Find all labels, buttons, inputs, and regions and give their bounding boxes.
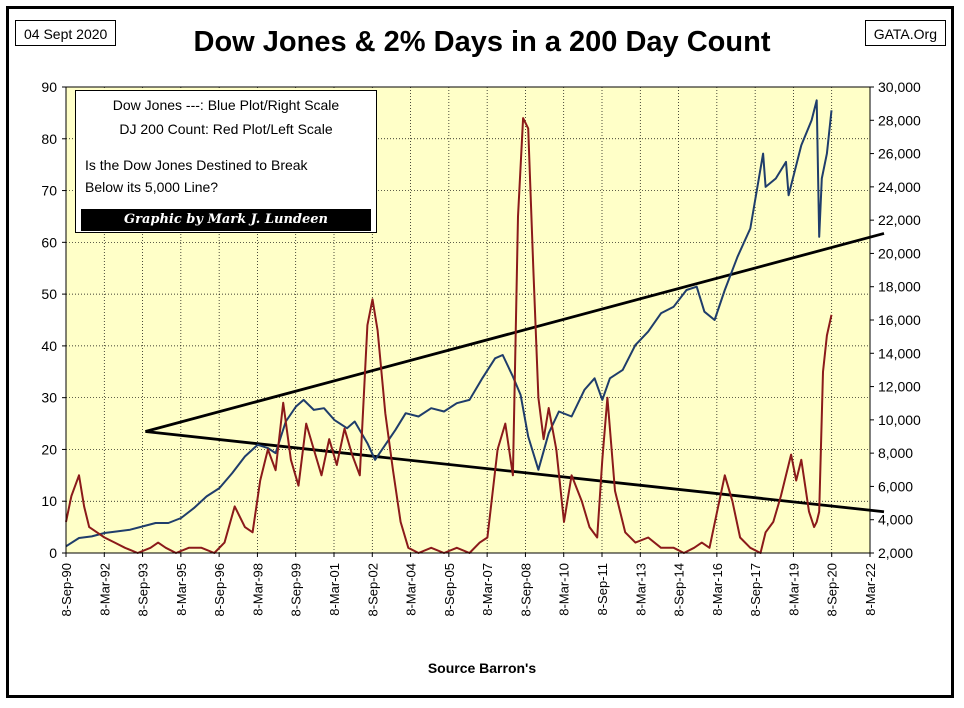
y-left-tick-label: 90 [41,79,57,95]
trend-lines [145,232,885,514]
y-right-tick-label: 30,000 [878,79,921,95]
y-right-tick-label: 10,000 [878,412,921,428]
axis-ticks: 8-Sep-90 8-Mar-92 8-Sep-93 8-Mar-95 8-Sep-96… [41,79,921,616]
x-tick-label: 8-Mar-01 [327,563,342,616]
y-right-tick-label: 4,000 [878,512,913,528]
plot-border [65,86,871,554]
legend-question-line2: Below its 5,000 Line? [85,179,219,195]
dow-jones-line [65,99,833,548]
y-right-tick-label: 18,000 [878,279,921,295]
legend-count-entry: DJ 200 Count: Red Plot/Left Scale [119,121,333,137]
x-tick-label: 8-Sep-96 [212,563,227,616]
chart-title: Dow Jones & 2% Days in a 200 Day Count [193,26,771,58]
legend-dow-entry: Dow Jones ---: Blue Plot/Right Scale [112,97,340,113]
date-label: 04 Sept 2020 [15,20,117,46]
lower-trend-line [145,430,885,514]
y-left-tick-label: 20 [41,441,57,457]
y-left-tick-label: 50 [41,286,57,302]
x-tick-label: 8-Sep-05 [442,563,457,616]
y-right-tick-label: 24,000 [878,179,921,195]
x-tick-label: 8-Mar-10 [557,563,572,616]
x-tick-label: 8-Mar-92 [97,563,112,616]
y-left-tick-label: 10 [41,493,57,509]
legend-question-line1: Is the Dow Jones Destined to Break [85,157,308,173]
x-tick-label: 8-Sep-08 [518,563,533,616]
y-right-tick-label: 2,000 [878,545,913,561]
y-left-tick-label: 30 [41,390,57,406]
upper-trend-line [145,232,885,433]
x-tick-label: 8-Sep-99 [289,563,304,616]
x-tick-label: 8-Mar-95 [174,563,189,616]
y-right-tick-label: 26,000 [878,146,921,162]
y-left-tick-label: 70 [41,183,57,199]
x-axis-title: Source Barron's [427,660,537,676]
x-tick-label: 8-Mar-16 [710,563,725,616]
x-tick-label: 8-Sep-02 [365,563,380,616]
y-right-tick-label: 8,000 [878,445,913,461]
x-tick-label: 8-Mar-13 [633,563,648,616]
legend-box: Dow Jones ---: Blue Plot/Right Scale DJ … [75,90,377,233]
source-site-label: GATA.Org [864,20,946,46]
y-left-tick-label: 60 [41,234,57,250]
x-tick-label: 8-Sep-11 [595,563,610,616]
x-tick-label: 8-Sep-20 [825,563,840,616]
x-tick-label: 8-Sep-14 [672,563,687,616]
x-tick-label: 8-Sep-90 [59,563,74,616]
x-tick-label: 8-Sep-93 [136,563,151,616]
x-tick-label: 8-Sep-17 [748,563,763,616]
y-right-tick-label: 22,000 [878,212,921,228]
x-tick-label: 8-Mar-98 [250,563,265,616]
credit-banner: Graphic by Mark J. Lundeen [81,209,371,231]
y-right-tick-label: 28,000 [878,112,921,128]
y-right-tick-label: 12,000 [878,379,921,395]
y-right-tick-label: 20,000 [878,245,921,261]
x-tick-label: 8-Mar-22 [863,563,878,616]
y-right-tick-label: 14,000 [878,345,921,361]
y-left-tick-label: 80 [41,131,57,147]
y-left-tick-label: 0 [49,545,57,561]
x-tick-label: 8-Mar-19 [786,563,801,616]
y-right-tick-label: 6,000 [878,478,913,494]
x-tick-label: 8-Mar-07 [480,563,495,616]
x-tick-label: 8-Mar-04 [404,563,419,616]
y-right-tick-label: 16,000 [878,312,921,328]
y-left-tick-label: 40 [41,338,57,354]
